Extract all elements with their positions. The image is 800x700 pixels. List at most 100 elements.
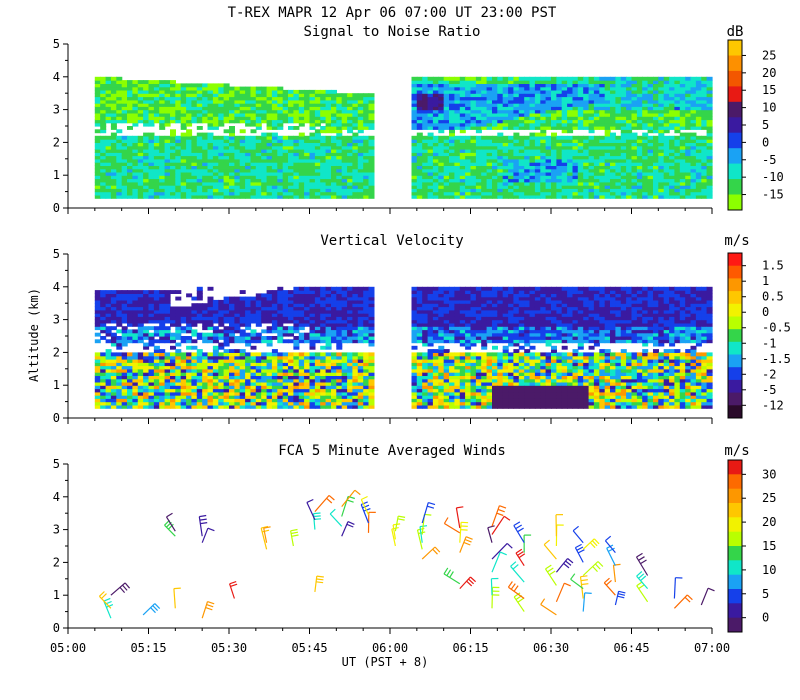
heatmap-cell (422, 76, 429, 81)
heatmap-cell (669, 76, 676, 81)
heatmap-cell (239, 290, 246, 294)
heatmap-cell (620, 139, 627, 143)
heatmap-cell (207, 319, 214, 324)
heatmap-cell (132, 155, 139, 160)
heatmap-cell (234, 336, 241, 340)
heatmap-cell (105, 299, 112, 304)
heatmap-cell (325, 119, 332, 124)
heatmap-cell (432, 175, 439, 180)
heatmap-cell (170, 401, 176, 406)
heatmap-cell (202, 175, 209, 180)
heatmap-cell (164, 152, 171, 157)
heatmap-cell (620, 168, 627, 173)
heatmap-cell (137, 381, 144, 386)
heatmap-cell (100, 152, 107, 157)
heatmap-cell (121, 296, 128, 301)
heatmap-cell (320, 188, 327, 193)
heatmap-cell (432, 191, 439, 196)
heatmap-cell (298, 388, 305, 393)
heatmap-cell (620, 122, 627, 127)
heatmap-cell (529, 158, 536, 163)
heatmap-cell (121, 168, 128, 173)
heatmap-cell (282, 145, 289, 150)
heatmap-cell (486, 155, 493, 160)
heatmap-cell (94, 309, 101, 314)
heatmap-cell (116, 404, 123, 409)
heatmap-cell (636, 96, 643, 101)
heatmap-cell (438, 126, 445, 130)
heatmap-cell (631, 96, 638, 101)
heatmap-cell (266, 339, 273, 344)
heatmap-cell (186, 155, 193, 160)
heatmap-cell (196, 149, 203, 153)
heatmap-cell (556, 109, 563, 114)
heatmap-cell (685, 194, 692, 199)
heatmap-cell (663, 103, 670, 107)
heatmap-cell (588, 194, 595, 199)
heatmap-cell (465, 99, 472, 104)
heatmap-cell (175, 191, 182, 196)
heatmap-cell (314, 135, 321, 140)
heatmap-cell (669, 126, 676, 130)
heatmap-cell (100, 89, 107, 94)
heatmap-cell (341, 93, 348, 98)
heatmap-cell (293, 296, 300, 301)
heatmap-cell (196, 306, 203, 311)
heatmap-cell (427, 135, 434, 140)
heatmap-cell (159, 99, 166, 104)
heatmap-cell (529, 109, 536, 114)
heatmap-cell (105, 355, 112, 360)
heatmap-cell (642, 175, 649, 180)
heatmap-cell (304, 398, 311, 403)
heatmap-cell (567, 142, 574, 147)
heatmap-cell (282, 378, 289, 383)
heatmap-cell (207, 286, 214, 291)
heatmap-cell (690, 76, 697, 81)
heatmap-cell (706, 178, 713, 183)
heatmap-cell (229, 106, 235, 111)
heatmap-cell (110, 93, 117, 98)
heatmap-cell (695, 80, 702, 84)
heatmap-cell (320, 162, 327, 166)
heatmap-cell (143, 165, 150, 170)
heatmap-cell (529, 132, 536, 137)
heatmap-cell (175, 368, 182, 373)
heatmap-cell (298, 162, 305, 166)
heatmap-cell (363, 194, 370, 199)
heatmap-cell (347, 116, 354, 121)
heatmap-cell (293, 149, 300, 153)
heatmap-cell (164, 339, 171, 344)
heatmap-cell (196, 109, 203, 114)
heatmap-cell (304, 106, 311, 111)
heatmap-cell (266, 119, 273, 124)
heatmap-cell (610, 165, 616, 170)
heatmap-cell (583, 142, 590, 147)
heatmap-cell (218, 116, 225, 121)
heatmap-cell (626, 155, 633, 160)
heatmap-cell (626, 165, 633, 170)
heatmap-cell (701, 109, 708, 114)
heatmap-cell (271, 365, 278, 370)
heatmap-cell (567, 89, 574, 94)
heatmap-cell (631, 89, 638, 94)
heatmap-cell (663, 188, 670, 193)
heatmap-cell (255, 168, 262, 173)
heatmap-cell (186, 178, 193, 183)
heatmap-cell (331, 191, 337, 196)
heatmap-cell (647, 142, 654, 147)
heatmap-cell (202, 391, 209, 396)
heatmap-cell (186, 171, 193, 176)
heatmap-cell (416, 139, 423, 143)
heatmap-cell (170, 375, 176, 380)
heatmap-cell (363, 149, 370, 153)
heatmap-cell (561, 165, 568, 170)
heatmap-cell (599, 112, 606, 117)
heatmap-cell (105, 404, 112, 409)
heatmap-cell (411, 178, 418, 183)
heatmap-cell (352, 122, 359, 127)
heatmap-cell (202, 365, 209, 370)
heatmap-cell (121, 99, 128, 104)
heatmap-cell (577, 106, 584, 111)
heatmap-cell (658, 86, 665, 91)
heatmap-cell (282, 139, 289, 143)
